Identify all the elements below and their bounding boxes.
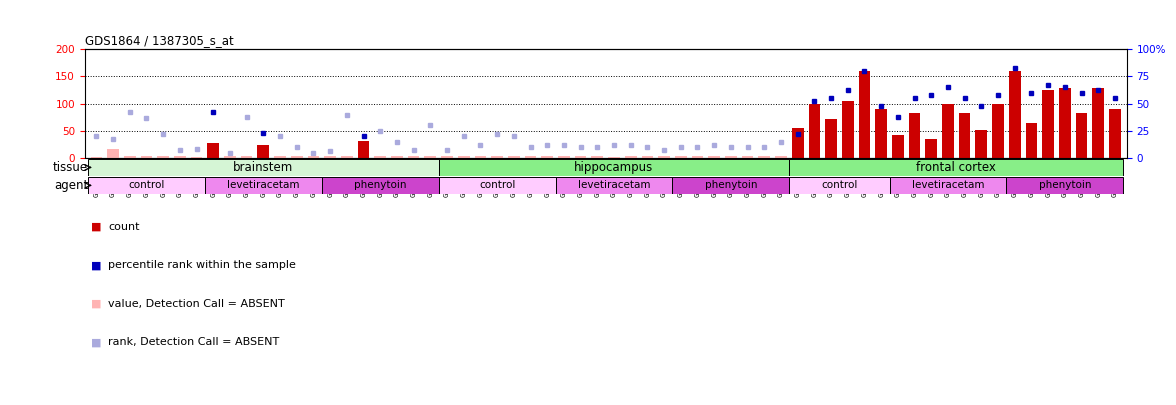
Bar [555,177,673,194]
Text: ■: ■ [91,222,101,232]
Bar [524,156,536,158]
Bar [290,156,302,158]
Text: value, Detection Call = ABSENT: value, Detection Call = ABSENT [108,299,285,309]
Text: control: control [479,180,515,190]
Bar [809,104,820,158]
Bar [789,177,889,194]
Bar [457,156,469,158]
Text: tissue: tissue [53,161,88,174]
Bar [858,70,870,158]
Bar [742,156,754,158]
Bar [258,145,269,158]
Bar [107,149,119,158]
Bar [207,143,219,158]
Text: GDS1864 / 1387305_s_at: GDS1864 / 1387305_s_at [85,34,233,47]
Text: ■: ■ [91,337,101,347]
Bar [875,109,887,158]
Bar [492,156,503,158]
Bar [191,157,202,158]
Text: percentile rank within the sample: percentile rank within the sample [108,260,296,270]
Bar [842,101,854,158]
Bar [889,177,1007,194]
Bar [1109,109,1121,158]
Bar [775,156,787,158]
Text: brainstem: brainstem [233,161,294,174]
Bar [1042,90,1054,158]
Text: frontal cortex: frontal cortex [916,161,996,174]
Bar [791,128,803,158]
Bar [789,159,1123,176]
Bar [958,113,970,158]
Text: count: count [108,222,140,232]
Bar [893,135,903,158]
Bar [993,104,1004,158]
Bar [158,156,169,158]
Bar [541,156,553,158]
Bar [624,156,636,158]
Bar [425,156,436,158]
Bar [341,156,353,158]
Bar [759,156,770,158]
Text: levetiracetam: levetiracetam [227,180,300,190]
Bar [205,177,322,194]
Text: phenytoin: phenytoin [354,180,407,190]
Text: ■: ■ [91,260,101,270]
Bar [708,156,720,158]
Bar [592,156,603,158]
Bar [308,156,319,158]
Bar [1093,88,1104,158]
Bar [1007,177,1123,194]
Bar [225,156,235,158]
Text: levetiracetam: levetiracetam [577,180,650,190]
Bar [88,159,439,176]
Bar [575,156,587,158]
Bar [726,156,736,158]
Bar [325,156,336,158]
Bar [174,156,186,158]
Bar [1009,70,1021,158]
Bar [559,156,569,158]
Bar [392,156,402,158]
Text: levetiracetam: levetiracetam [911,180,984,190]
Text: ■: ■ [91,299,101,309]
Bar [374,156,386,158]
Bar [141,156,153,158]
Bar [691,156,703,158]
Bar [926,139,937,158]
Text: agent: agent [54,179,88,192]
Bar [1025,123,1037,158]
Bar [1076,113,1088,158]
Bar [274,156,286,158]
Bar [1058,88,1070,158]
Bar [408,156,420,158]
Text: hippocampus: hippocampus [574,161,654,174]
Bar [91,157,102,158]
Text: phenytoin: phenytoin [704,180,757,190]
Bar [675,156,687,158]
Bar [976,130,987,158]
Bar [123,156,135,158]
Bar [508,156,520,158]
Bar [642,156,653,158]
Bar [439,177,555,194]
Bar [441,156,453,158]
Text: control: control [821,180,857,190]
Bar [358,141,369,158]
Bar [241,156,253,158]
Bar [673,177,789,194]
Text: control: control [128,180,165,190]
Bar [322,177,439,194]
Text: rank, Detection Call = ABSENT: rank, Detection Call = ABSENT [108,337,280,347]
Bar [826,119,837,158]
Bar [439,159,789,176]
Bar [909,113,921,158]
Bar [475,156,486,158]
Bar [88,177,205,194]
Bar [942,104,954,158]
Text: phenytoin: phenytoin [1038,180,1091,190]
Bar [659,156,670,158]
